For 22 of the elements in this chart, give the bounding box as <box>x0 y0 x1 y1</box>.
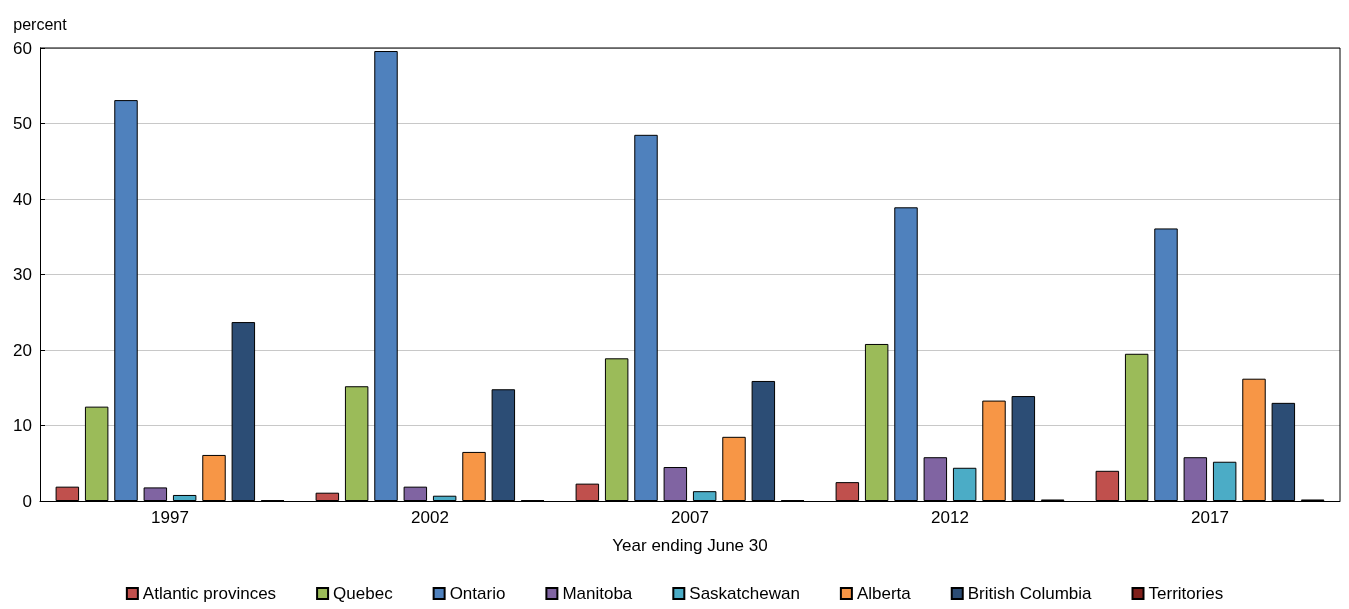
x-tick-label: 2017 <box>1191 508 1229 527</box>
x-tick-label: 1997 <box>151 508 189 527</box>
x-tick-label: 2002 <box>411 508 449 527</box>
y-tick-label: 10 <box>13 416 32 435</box>
y-tick-label: 20 <box>13 340 32 360</box>
legend-label: Ontario <box>449 584 506 603</box>
legend-label: British Columbia <box>967 584 1093 603</box>
y-tick-label: 40 <box>13 189 32 209</box>
legend-label: Quebec <box>333 584 394 603</box>
legend-label: Saskatchewan <box>689 584 800 603</box>
legend-label: Atlantic provinces <box>142 584 277 603</box>
y-tick-label: 50 <box>13 114 32 133</box>
x-tick-label: 2007 <box>671 508 709 527</box>
legend-label: Manitoba <box>562 584 633 603</box>
y-tick-label: 30 <box>13 265 32 284</box>
y-axis-title: percent <box>13 15 68 33</box>
x-tick-label: 2012 <box>931 508 969 527</box>
legend-label: Alberta <box>856 584 912 603</box>
y-tick-label: 0 <box>22 491 32 511</box>
x-axis-title: Year ending June 30 <box>612 536 768 555</box>
y-tick-label: 60 <box>13 38 32 58</box>
legend-label: Territories <box>1148 584 1224 603</box>
